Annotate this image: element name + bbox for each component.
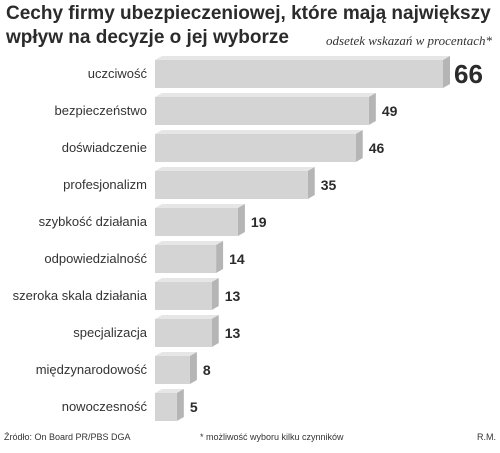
bar <box>155 208 238 236</box>
bar-side-face <box>368 93 376 125</box>
bar <box>155 319 212 347</box>
bar-group: szybkość działania 19 <box>39 204 267 236</box>
bar-side-face <box>355 130 363 162</box>
bar-side-face <box>189 352 197 384</box>
bar-top-face <box>155 130 363 134</box>
bar-group: międzynarodowość 8 <box>36 352 211 384</box>
category-label: uczciwość <box>88 66 148 81</box>
value-label: 35 <box>321 177 337 193</box>
bar-top-face <box>155 315 219 319</box>
value-label: 13 <box>225 325 241 341</box>
category-label: doświadczenie <box>62 140 147 155</box>
bar-top-face <box>155 241 224 245</box>
bar-group: specjalizacja 13 <box>73 315 241 347</box>
value-label: 8 <box>203 362 211 378</box>
value-label: 46 <box>369 140 385 156</box>
value-label: 66 <box>454 59 483 89</box>
value-label: 14 <box>229 251 245 267</box>
bar-side-face <box>307 167 315 199</box>
category-label: szeroka skala działania <box>13 288 148 303</box>
value-label: 19 <box>251 214 267 230</box>
bar-top-face <box>155 167 315 171</box>
bar-group: doświadczenie 46 <box>62 130 385 162</box>
bar-side-face <box>211 315 219 347</box>
category-label: międzynarodowość <box>36 362 148 377</box>
value-label: 5 <box>190 399 198 415</box>
bar <box>155 393 177 421</box>
bar-top-face <box>155 204 245 208</box>
bar-side-face <box>211 278 219 310</box>
bar-top-face <box>155 352 197 356</box>
category-label: bezpieczeństwo <box>55 103 148 118</box>
bar <box>155 134 356 162</box>
bar-group: nowoczesność 5 <box>62 389 198 421</box>
footnote: * możliwość wyboru kilku czynników <box>200 432 344 442</box>
category-label: specjalizacja <box>73 325 147 340</box>
bar-side-face <box>216 241 224 273</box>
chart-subtitle: odsetek wskazań w procentach* <box>326 33 492 48</box>
bar-top-face <box>155 93 376 97</box>
bar-side-face <box>237 204 245 236</box>
value-label: 13 <box>225 288 241 304</box>
category-label: nowoczesność <box>62 399 148 414</box>
bar-group: odpowiedzialność 14 <box>44 241 245 273</box>
value-label: 49 <box>382 103 398 119</box>
bar-side-face <box>176 389 184 421</box>
category-label: profesjonalizm <box>63 177 147 192</box>
bar-group: profesjonalizm 35 <box>63 167 337 199</box>
chart-title-line-1: Cechy firmy ubezpieczeniowej, które mają… <box>6 3 491 24</box>
bar <box>155 282 212 310</box>
bar-top-face <box>155 56 450 60</box>
category-label: odpowiedzialność <box>44 251 147 266</box>
category-label: szybkość działania <box>39 214 148 229</box>
bar-group: uczciwość 66 <box>88 56 483 89</box>
author-initials: R.M. <box>477 432 496 442</box>
chart-title: Cechy firmy ubezpieczeniowej, które mają… <box>6 2 496 50</box>
bar <box>155 245 217 273</box>
bar <box>155 356 190 384</box>
bar <box>155 171 308 199</box>
chart-title-line-2: wpływ na decyzje o jej wyborze <box>6 27 289 48</box>
source-note: Źródło: On Board PR/PBS DGA <box>4 432 131 442</box>
bar-side-face <box>443 56 450 88</box>
bar <box>155 60 443 88</box>
bar-top-face <box>155 278 219 282</box>
bar-group: bezpieczeństwo 49 <box>55 93 398 125</box>
bar-group: szeroka skala działania 13 <box>13 278 241 310</box>
bar <box>155 97 369 125</box>
bar-top-face <box>155 389 184 393</box>
